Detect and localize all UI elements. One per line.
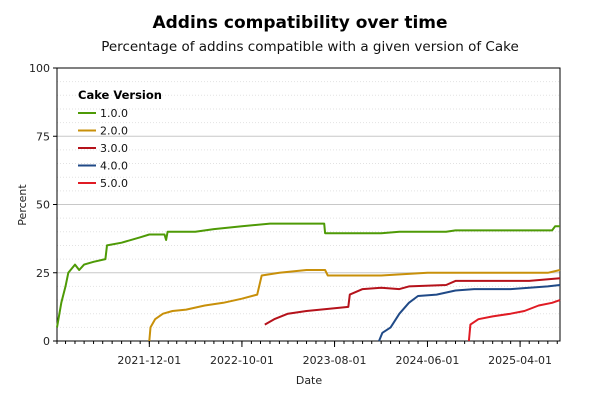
y-tick-label: 25 — [36, 267, 50, 280]
x-tick-label: 2024-06-01 — [396, 354, 460, 367]
y-axis: 0 25 50 75 100 — [29, 62, 57, 348]
series-line-5-0-0 — [467, 299, 561, 342]
y-tick-label: 0 — [43, 335, 50, 348]
series-layer — [56, 222, 561, 342]
series-line-2-0-0 — [148, 269, 561, 342]
x-tick-label: 2025-04-01 — [488, 354, 552, 367]
chart-title: Addins compatibility over time — [152, 13, 447, 33]
legend-label: 5.0.0 — [100, 177, 128, 190]
y-axis-label: Percent — [16, 184, 29, 226]
legend-label: 1.0.0 — [100, 107, 128, 120]
legend-label: 4.0.0 — [100, 160, 128, 173]
chart-subtitle: Percentage of addins compatible with a g… — [101, 39, 519, 55]
legend-label: 2.0.0 — [100, 125, 128, 138]
legend: Cake Version 1.0.0 2.0.0 3.0.0 4.0.0 5.0.0 — [78, 88, 162, 190]
x-tick-label: 2021-12-01 — [117, 354, 181, 367]
x-axis: 2021-12-01 2022-10-01 2023-08-01 2024-06-01… — [56, 341, 558, 367]
x-axis-label: Date — [296, 374, 323, 387]
grid-layer — [57, 81, 560, 328]
x-tick-label: 2023-08-01 — [303, 354, 367, 367]
x-tick-label: 2022-10-01 — [210, 354, 274, 367]
series-line-1-0-0 — [56, 222, 560, 328]
series-line-4-0-0 — [378, 284, 561, 342]
y-tick-label: 50 — [36, 199, 50, 212]
series-line-3-0-0 — [264, 277, 561, 326]
y-tick-label: 100 — [29, 62, 50, 75]
legend-label: 3.0.0 — [100, 142, 128, 155]
legend-title: Cake Version — [78, 88, 162, 102]
y-tick-label: 75 — [36, 130, 50, 143]
